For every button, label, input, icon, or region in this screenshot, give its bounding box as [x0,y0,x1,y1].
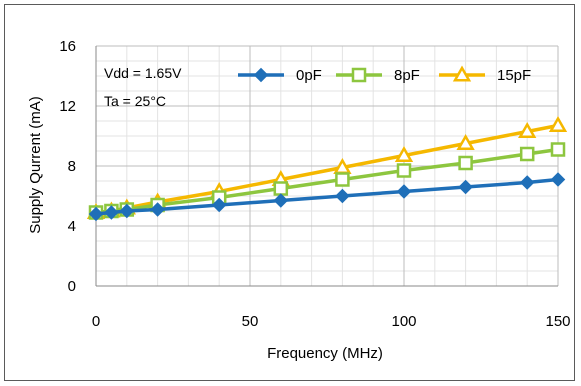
data-point [548,115,568,132]
y-tick-label: 0 [68,278,76,295]
data-point [396,163,412,178]
legend: 0pF 8pF 15pF [238,65,531,84]
y-tick-label: 4 [68,218,76,235]
legend-item-0pF: 0pF [238,67,322,84]
data-point [335,172,350,187]
series-line [95,177,559,216]
legend-label: 0pF [296,67,322,84]
chart-frame [4,4,575,381]
data-point [458,179,473,195]
data-point [119,203,135,219]
y-tick-label: 8 [68,158,76,175]
data-point [550,142,566,157]
y-tick-label: 12 [59,98,76,115]
data-point [104,205,119,220]
data-point [518,121,537,138]
x-tick-label: 0 [92,313,100,330]
data-point [88,206,104,222]
data-point [458,155,473,171]
data-point [335,188,350,204]
data-point [150,202,165,217]
annotation-box: Vdd = 1.65V Ta = 25°C [104,65,182,109]
legend-item-8pF: 8pF [336,67,420,84]
data-point [550,172,566,187]
annotation-ta: Ta = 25°C [104,93,166,109]
data-point [394,145,414,162]
annotation-vdd: Vdd = 1.65V [104,65,182,81]
data-point [333,157,352,174]
data-point [519,146,535,162]
legend-label: 8pF [394,67,420,84]
legend-marker [452,65,472,82]
series-line [95,123,559,215]
legend-item-15pF: 15pF [439,65,531,84]
x-tick-label: 50 [242,313,259,330]
legend-label: 15pF [497,67,531,84]
x-axis-label: Frequency (MHz) [267,345,383,362]
data-point [211,197,227,213]
data-point [273,193,289,208]
x-tick-label: 150 [545,313,570,330]
data-point [456,133,475,150]
series-0pF [88,172,566,222]
x-tick-label: 100 [391,313,416,330]
legend-marker [351,67,367,83]
data-point [273,181,289,196]
legend-marker [253,67,269,83]
y-tick-label: 16 [59,38,76,55]
y-axis-label: Supply Qurrent (mA) [27,96,44,234]
data-point [519,175,535,190]
data-point [396,184,412,199]
